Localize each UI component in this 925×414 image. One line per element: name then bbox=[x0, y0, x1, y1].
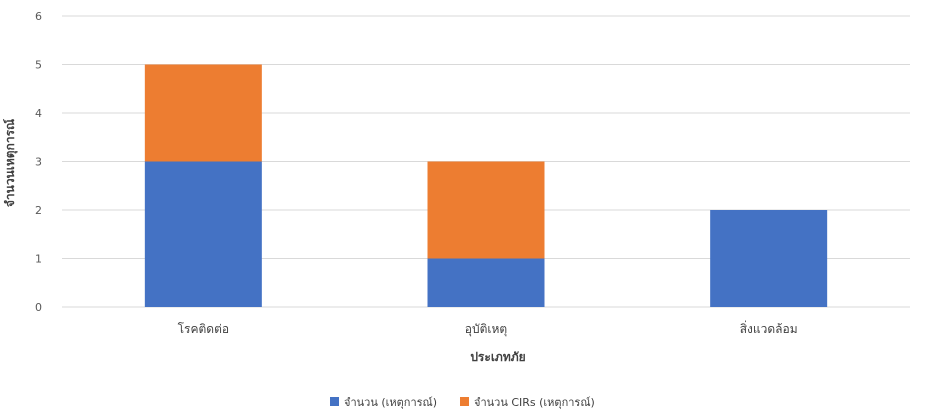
y-tick-label: 4 bbox=[35, 107, 42, 120]
category-label: อุบัติเหตุ bbox=[465, 322, 507, 337]
bar-segment bbox=[144, 161, 262, 307]
legend-swatch bbox=[330, 397, 339, 406]
legend-swatch bbox=[460, 397, 469, 406]
y-tick-label: 6 bbox=[35, 10, 42, 23]
legend: จำนวน (เหตุการณ์) จำนวน CIRs (เหตุการณ์) bbox=[330, 396, 595, 409]
legend-label: จำนวน CIRs (เหตุการณ์) bbox=[474, 396, 595, 409]
legend-label: จำนวน (เหตุการณ์) bbox=[344, 396, 437, 409]
y-tick-label: 2 bbox=[35, 204, 42, 217]
y-tick-label: 3 bbox=[35, 156, 42, 169]
bars bbox=[144, 64, 828, 307]
bar-segment bbox=[144, 64, 262, 162]
bar-segment bbox=[710, 210, 828, 307]
bar-segment bbox=[427, 161, 545, 259]
category-label: โรคติดต่อ bbox=[178, 322, 230, 336]
bar-segment bbox=[427, 258, 545, 307]
x-axis-title: ประเภทภัย bbox=[470, 350, 525, 364]
y-tick-labels: 0 1 2 3 4 5 6 bbox=[35, 10, 42, 314]
y-axis-title: จำนวนเหตุการณ์ bbox=[3, 119, 18, 207]
y-tick-label: 5 bbox=[35, 59, 42, 72]
category-labels: โรคติดต่อ อุบัติเหตุ สิ่งแวดล้อม bbox=[178, 320, 798, 337]
category-label: สิ่งแวดล้อม bbox=[740, 320, 798, 336]
y-tick-label: 1 bbox=[35, 253, 42, 266]
y-tick-label: 0 bbox=[35, 301, 42, 314]
